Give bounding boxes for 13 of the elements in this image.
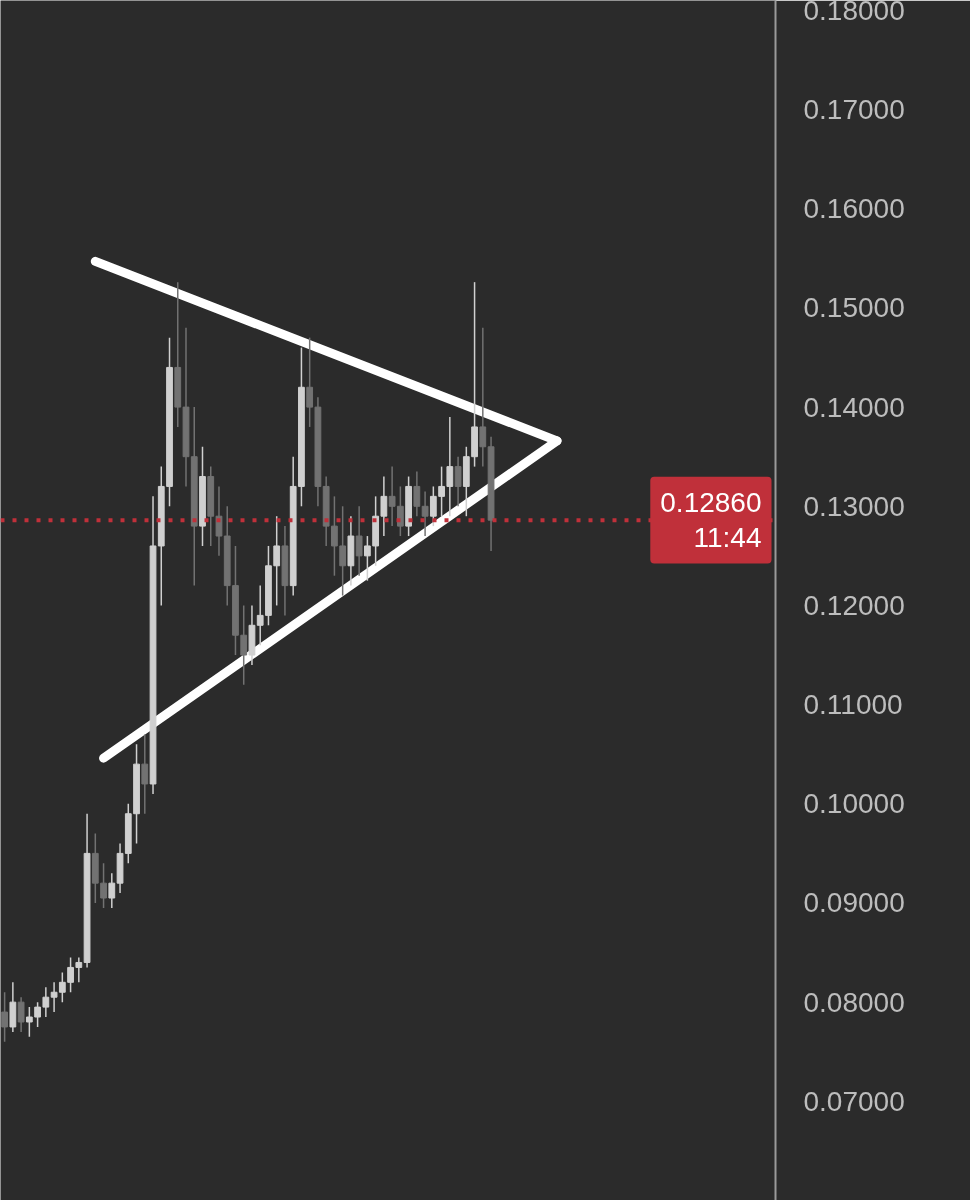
y-tick-label: 0.11000 <box>803 689 903 721</box>
y-tick-label: 0.14000 <box>803 391 905 423</box>
y-tick-label: 0.12000 <box>803 589 905 621</box>
y-tick-label: 0.07000 <box>803 1085 905 1117</box>
y-tick-label: 0.13000 <box>803 490 905 522</box>
y-tick-label: 0.09000 <box>803 887 905 919</box>
y-tick-label: 0.15000 <box>803 292 905 324</box>
y-tick-label: 0.08000 <box>803 986 905 1018</box>
y-tick-label: 0.17000 <box>803 94 905 126</box>
y-tick-label: 0.16000 <box>803 193 905 225</box>
y-tick-label: 0.18000 <box>803 0 905 26</box>
y-tick-label: 0.10000 <box>803 788 905 820</box>
ref-line-label: 0.12860 11:44 <box>660 486 762 554</box>
